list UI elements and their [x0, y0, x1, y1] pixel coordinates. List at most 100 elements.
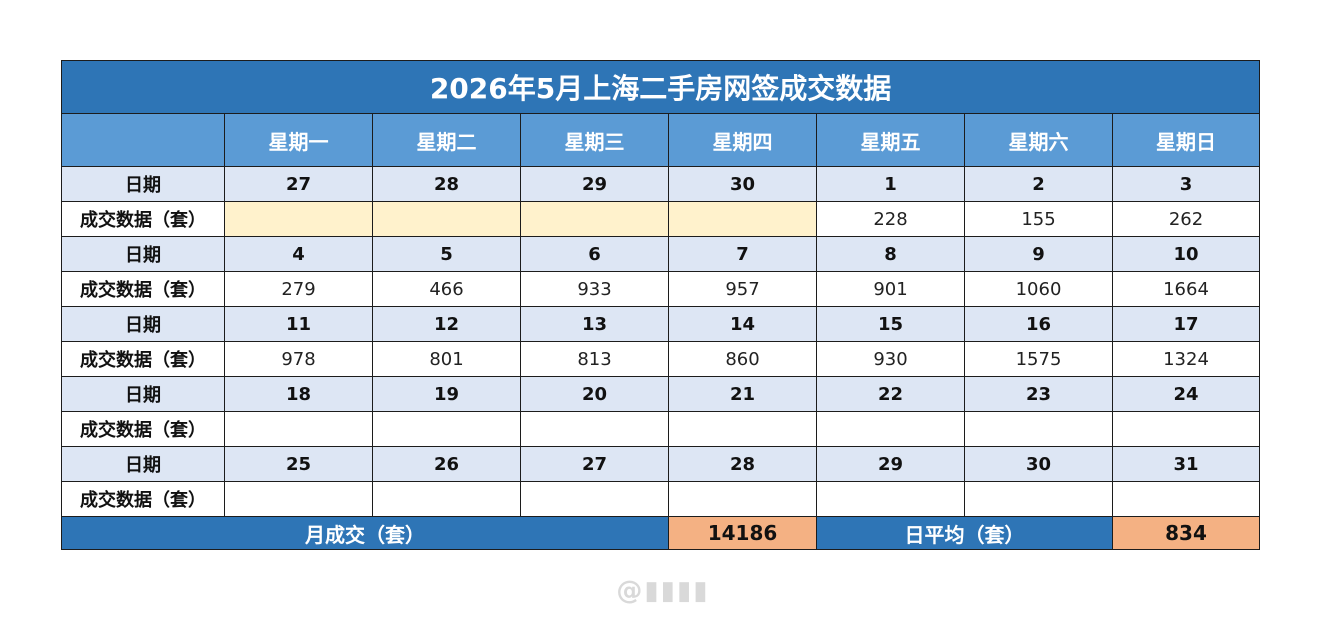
date-row-label: 日期 — [61, 446, 225, 482]
date-row: 日期 4 5 6 7 8 9 10 — [61, 236, 1261, 272]
deals-cell — [816, 481, 965, 517]
deals-cell — [1111, 481, 1261, 517]
date-cell: 5 — [372, 236, 521, 272]
deals-cell: 1575 — [964, 341, 1113, 377]
deals-cell: 466 — [372, 271, 521, 307]
date-row: 日期 27 28 29 30 1 2 3 — [61, 166, 1261, 202]
date-cell: 29 — [816, 446, 965, 482]
date-cell: 2 — [964, 166, 1113, 202]
weekday-header-1: 星期一 — [224, 113, 373, 167]
date-cell: 18 — [224, 376, 373, 412]
deals-cell: 1664 — [1111, 271, 1261, 307]
deals-cell: 155 — [964, 201, 1113, 237]
deals-cell: 813 — [520, 341, 669, 377]
date-cell: 3 — [1111, 166, 1261, 202]
date-row: 日期 11 12 13 14 15 16 17 — [61, 306, 1261, 342]
deals-cell: 930 — [816, 341, 965, 377]
weekday-header-row: 星期一 星期二 星期三 星期四 星期五 星期六 星期日 — [61, 113, 1261, 167]
daily-average-value: 834 — [1111, 516, 1261, 550]
sheet-title: 2026年5月上海二手房网签成交数据 — [60, 60, 1261, 114]
date-cell: 28 — [372, 166, 521, 202]
date-cell: 27 — [520, 446, 669, 482]
deals-row-label: 成交数据（套） — [61, 341, 225, 377]
deals-cell — [520, 411, 669, 447]
deals-cell — [224, 201, 373, 237]
deals-cell — [520, 481, 669, 517]
header-corner-cell — [61, 113, 225, 167]
deals-row-label: 成交数据（套） — [61, 201, 225, 237]
deals-cell — [520, 201, 669, 237]
deals-row-label: 成交数据（套） — [61, 411, 225, 447]
weekday-header-3: 星期三 — [520, 113, 669, 167]
deals-cell — [668, 411, 817, 447]
date-cell: 10 — [1111, 236, 1261, 272]
monthly-total-value: 14186 — [668, 516, 817, 550]
date-cell: 4 — [224, 236, 373, 272]
date-cell: 12 — [372, 306, 521, 342]
deals-cell: 860 — [668, 341, 817, 377]
date-cell: 17 — [1111, 306, 1261, 342]
deals-row: 成交数据（套） 228 155 262 — [61, 201, 1261, 237]
deals-cell — [224, 481, 373, 517]
watermark: @▮▮▮▮ — [616, 576, 710, 606]
date-cell: 23 — [964, 376, 1113, 412]
deals-row: 成交数据（套） 279 466 933 957 901 1060 1664 — [61, 271, 1261, 307]
deals-cell — [668, 481, 817, 517]
date-cell: 16 — [964, 306, 1113, 342]
deals-row-label: 成交数据（套） — [61, 271, 225, 307]
date-cell: 19 — [372, 376, 521, 412]
deals-row: 成交数据（套） — [61, 481, 1261, 517]
date-cell: 30 — [964, 446, 1113, 482]
date-cell: 7 — [668, 236, 817, 272]
date-cell: 9 — [964, 236, 1113, 272]
deals-cell: 262 — [1111, 201, 1261, 237]
deals-cell: 1324 — [1111, 341, 1261, 377]
date-cell: 20 — [520, 376, 669, 412]
deals-sheet: 2026年5月上海二手房网签成交数据 星期一 星期二 星期三 星期四 星期五 星期六 星期日… — [60, 60, 1261, 550]
deals-cell: 901 — [816, 271, 965, 307]
summary-row: 月成交（套） 14186 日平均（套） 834 — [61, 516, 1261, 550]
date-cell: 8 — [816, 236, 965, 272]
date-cell: 29 — [520, 166, 669, 202]
deals-cell: 933 — [520, 271, 669, 307]
weekday-header-2: 星期二 — [372, 113, 521, 167]
date-cell: 15 — [816, 306, 965, 342]
deals-row-label: 成交数据（套） — [61, 481, 225, 517]
date-cell: 27 — [224, 166, 373, 202]
deals-cell — [668, 201, 817, 237]
date-row-label: 日期 — [61, 376, 225, 412]
date-cell: 24 — [1111, 376, 1261, 412]
deals-cell — [816, 411, 965, 447]
deals-cell: 228 — [816, 201, 965, 237]
weekday-header-4: 星期四 — [668, 113, 817, 167]
date-cell: 14 — [668, 306, 817, 342]
date-row-label: 日期 — [61, 236, 225, 272]
deals-table: 2026年5月上海二手房网签成交数据 星期一 星期二 星期三 星期四 星期五 星期六 星期日… — [60, 60, 1261, 550]
date-cell: 30 — [668, 166, 817, 202]
deals-cell: 957 — [668, 271, 817, 307]
date-row: 日期 25 26 27 28 29 30 31 — [61, 446, 1261, 482]
deals-cell — [372, 201, 521, 237]
weekday-header-5: 星期五 — [816, 113, 965, 167]
deals-cell — [224, 411, 373, 447]
weekday-header-7: 星期日 — [1111, 113, 1261, 167]
date-cell: 21 — [668, 376, 817, 412]
deals-cell — [964, 481, 1113, 517]
deals-cell: 1060 — [964, 271, 1113, 307]
date-row-label: 日期 — [61, 166, 225, 202]
deals-cell — [372, 481, 521, 517]
title-row: 2026年5月上海二手房网签成交数据 — [60, 60, 1261, 114]
date-cell: 1 — [816, 166, 965, 202]
date-cell: 31 — [1111, 446, 1261, 482]
date-cell: 28 — [668, 446, 817, 482]
date-row-label: 日期 — [61, 306, 225, 342]
date-cell: 25 — [224, 446, 373, 482]
deals-cell — [372, 411, 521, 447]
date-cell: 13 — [520, 306, 669, 342]
deals-cell: 801 — [372, 341, 521, 377]
deals-cell: 978 — [224, 341, 373, 377]
date-cell: 6 — [520, 236, 669, 272]
date-cell: 22 — [816, 376, 965, 412]
date-row: 日期 18 19 20 21 22 23 24 — [61, 376, 1261, 412]
date-cell: 26 — [372, 446, 521, 482]
